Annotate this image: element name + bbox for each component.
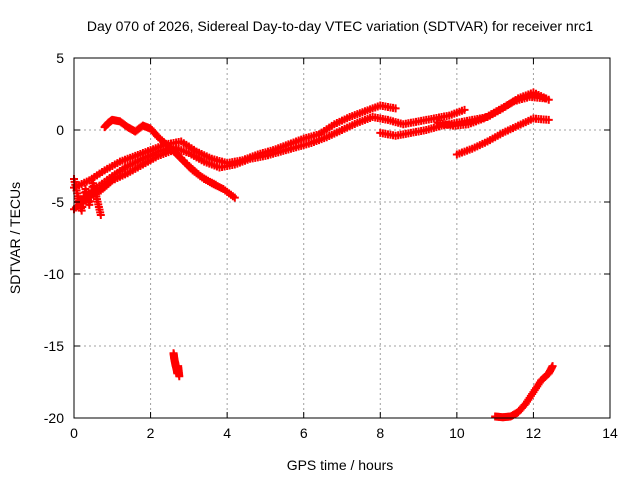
series-layer [70,88,557,422]
data-point [544,95,553,104]
grid [74,58,610,418]
data-point [211,180,220,189]
series-track-d [100,115,220,189]
data-point [540,94,549,103]
data-point [548,362,557,371]
plot-frame [73,57,611,419]
data-point [230,193,239,202]
series-track-f [452,114,553,159]
data-point [96,210,105,219]
x-tick-label: 8 [376,425,384,441]
y-tick-label: -20 [44,410,64,426]
data-point [175,372,184,381]
x-tick-label: 0 [70,425,78,441]
x-tick-label: 6 [300,425,308,441]
x-tick-label: 12 [526,425,542,441]
y-tick-label: -5 [52,194,65,210]
x-tick-label: 14 [602,425,618,441]
data-point [544,115,553,124]
y-tick-label: 5 [56,50,64,66]
y-tick-label: 0 [56,122,64,138]
x-axis-label: GPS time / hours [287,457,394,473]
data-point [460,105,469,114]
x-tick-label: 4 [223,425,231,441]
chart-title: Day 070 of 2026, Sidereal Day-to-day VTE… [87,18,593,34]
y-tick-label: -10 [44,266,64,282]
series-track-i [169,349,184,381]
y-tick-label: -15 [44,338,64,354]
y-axis-label: SDTVAR / TECUs [7,182,23,294]
series-track-j [70,174,105,219]
data-point [391,104,400,113]
x-tick-label: 10 [449,425,465,441]
x-tick-label: 2 [147,425,155,441]
series-track-b [70,101,400,192]
ticks: 0 2 4 6 8 10 12 14 -20 -15 -10 -5 0 5 [44,50,618,441]
series-track-h [491,362,557,422]
series-track-g [433,92,549,130]
